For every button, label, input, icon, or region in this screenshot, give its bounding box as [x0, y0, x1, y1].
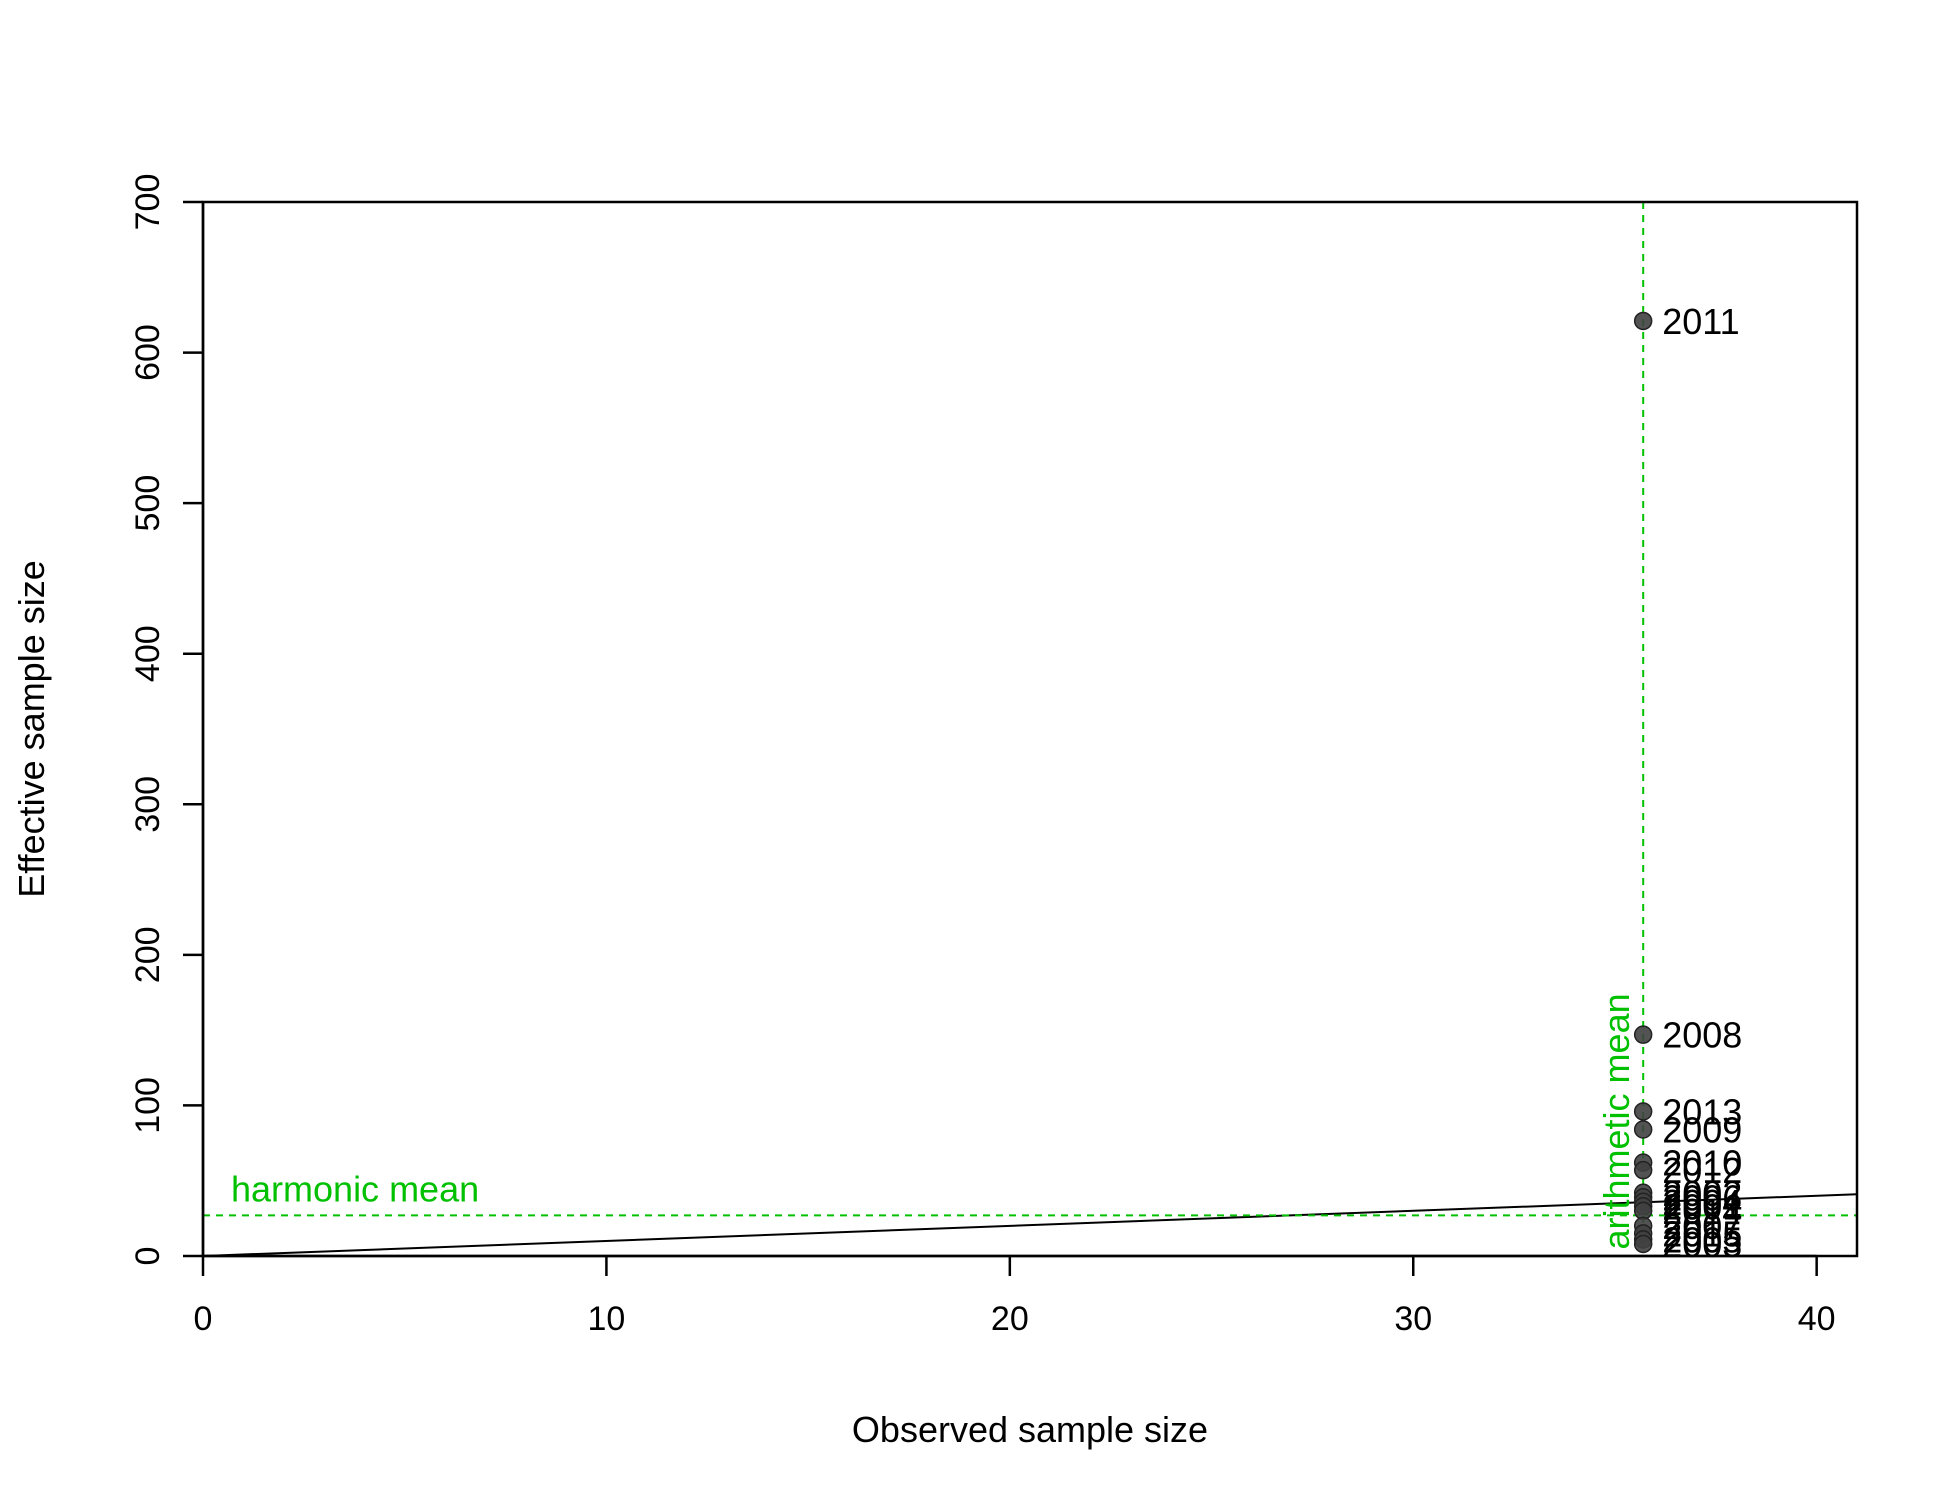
point-label: 2008 — [1662, 1015, 1742, 1056]
point-label: 2006 — [1662, 1177, 1742, 1218]
data-point — [1633, 1025, 1653, 1044]
y-tick-label: 500 — [129, 475, 167, 532]
data-point — [1633, 1234, 1653, 1254]
x-tick-label: 0 — [194, 1300, 213, 1338]
point-label: 2015 — [1662, 1213, 1742, 1254]
harmonic-mean-label: harmonic mean — [231, 1168, 479, 1209]
point-label: 2004 — [1662, 1182, 1742, 1223]
point-label: 2005 — [1662, 1219, 1742, 1260]
point-label: 2012 — [1662, 1150, 1742, 1191]
y-tick-label: 200 — [129, 926, 167, 983]
y-tick-label: 300 — [129, 776, 167, 833]
x-axis-title: Observed sample size — [852, 1409, 1208, 1450]
y-tick-label: 600 — [129, 324, 167, 381]
y-tick-label: 700 — [129, 174, 167, 231]
identity-line — [202, 1193, 1858, 1257]
arithmetic-mean-label: arithmetic mean — [1596, 993, 1637, 1249]
x-tick-label: 20 — [991, 1300, 1029, 1338]
point-label: 2011 — [1662, 301, 1739, 342]
x-tick-label: 10 — [588, 1300, 626, 1338]
point-label: 2001 — [1662, 1186, 1742, 1227]
y-tick-label: 100 — [129, 1077, 167, 1134]
y-tick-label: 0 — [129, 1247, 167, 1266]
point-label: 2009 — [1662, 1110, 1742, 1151]
data-point — [1633, 311, 1653, 331]
point-label: 2013 — [1662, 1091, 1742, 1132]
data-point — [1633, 1120, 1653, 1139]
data-point — [1633, 1160, 1653, 1180]
point-label: 2007 — [1662, 1206, 1742, 1247]
point-label: 2002 — [1662, 1173, 1742, 1214]
x-tick-label: 30 — [1394, 1300, 1432, 1338]
point-label: 2010 — [1662, 1143, 1742, 1184]
point-label: 2014 — [1662, 1191, 1742, 1232]
y-axis-title: Effective sample size — [11, 560, 52, 897]
point-label: 2003 — [1662, 1224, 1742, 1265]
x-tick-label: 40 — [1798, 1300, 1836, 1338]
data-point — [1633, 1102, 1653, 1121]
y-tick-label: 400 — [129, 625, 167, 682]
